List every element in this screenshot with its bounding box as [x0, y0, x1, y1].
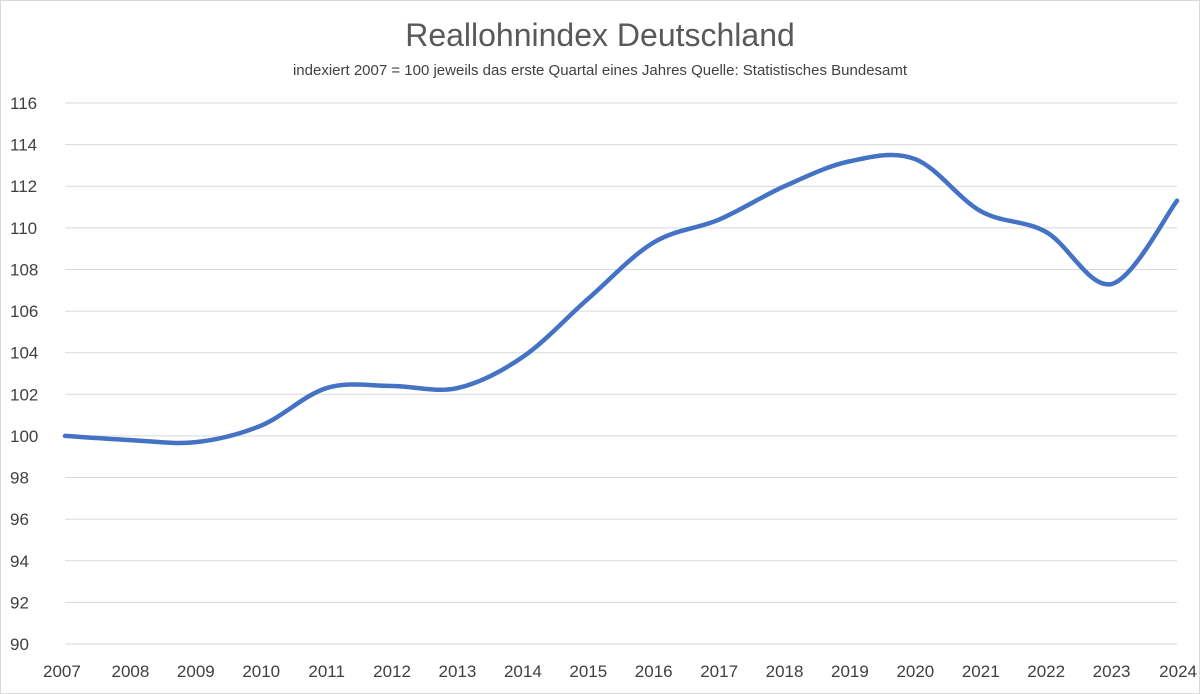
- grid-lines: [65, 102, 1177, 645]
- x-tick-label: 2016: [635, 662, 673, 681]
- y-tick-label: 102: [10, 385, 38, 404]
- y-tick-label: 112: [10, 177, 37, 196]
- series-line: [62, 152, 1180, 446]
- y-tick-label: 108: [10, 260, 38, 279]
- y-axis-ticks: 90 92 94 96 98 100 102 104 106 108 110 112 114 116: [10, 94, 38, 654]
- data-point: [521, 355, 525, 359]
- x-tick-label: 2012: [373, 662, 411, 681]
- data-point: [455, 386, 459, 390]
- x-axis-ticks: 2007 2008 2009 2010 2011 2012 2013 2014 2015 2016…: [43, 662, 1197, 681]
- x-tick-label: 2014: [504, 662, 542, 681]
- y-tick-label: 94: [10, 552, 29, 571]
- y-tick-label: 92: [10, 593, 29, 612]
- chart-title: Reallohnindex Deutschland: [405, 17, 795, 53]
- data-point: [913, 157, 917, 161]
- data-point: [783, 184, 787, 188]
- x-tick-label: 2017: [700, 662, 738, 681]
- x-tick-label: 2007: [43, 662, 81, 681]
- data-point: [390, 384, 394, 388]
- data-point: [1110, 282, 1114, 286]
- series-layer: [62, 152, 1180, 446]
- data-point: [128, 438, 132, 442]
- data-point: [1175, 199, 1179, 203]
- y-tick-label: 110: [10, 219, 37, 238]
- x-tick-label: 2008: [111, 662, 149, 681]
- x-tick-label: 2022: [1027, 662, 1065, 681]
- x-tick-label: 2018: [766, 662, 804, 681]
- y-tick-label: 96: [10, 510, 29, 529]
- data-point: [979, 209, 983, 213]
- y-tick-label: 116: [10, 94, 37, 113]
- data-point: [325, 386, 329, 390]
- x-tick-label: 2024: [1159, 662, 1197, 681]
- y-tick-label: 100: [10, 427, 38, 446]
- data-point: [652, 240, 656, 244]
- y-tick-label: 98: [10, 469, 29, 488]
- data-point: [259, 424, 263, 428]
- x-tick-label: 2019: [831, 662, 869, 681]
- chart-subtitle: indexiert 2007 = 100 jeweils das erste Q…: [292, 62, 908, 79]
- y-tick-label: 104: [10, 344, 38, 363]
- x-tick-label: 2021: [962, 662, 1000, 681]
- data-point: [717, 218, 721, 222]
- data-point: [194, 440, 198, 444]
- y-tick-label: 106: [10, 302, 38, 321]
- x-tick-label: 2013: [439, 662, 477, 681]
- x-tick-label: 2020: [896, 662, 934, 681]
- x-tick-label: 2011: [308, 662, 345, 681]
- data-point: [63, 434, 67, 438]
- x-tick-label: 2015: [569, 662, 607, 681]
- data-point: [1044, 230, 1048, 234]
- y-tick-label: 90: [10, 635, 29, 654]
- x-tick-label: 2009: [177, 662, 215, 681]
- y-tick-label: 114: [10, 136, 37, 155]
- data-point: [848, 159, 852, 163]
- x-tick-label: 2010: [242, 662, 280, 681]
- x-tick-label: 2023: [1093, 662, 1131, 681]
- data-point: [586, 297, 590, 301]
